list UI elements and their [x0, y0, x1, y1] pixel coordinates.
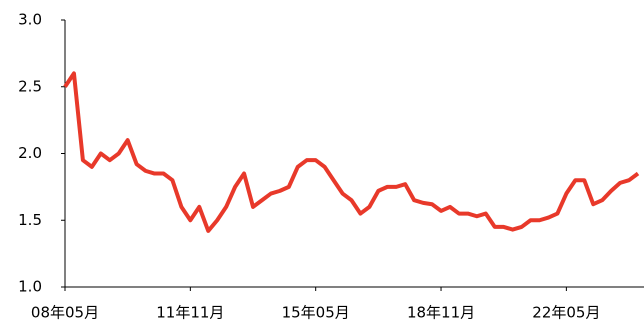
x-tick-label: 11年11月: [156, 304, 224, 322]
y-tick-label: 1.0: [18, 278, 42, 296]
y-tick-label: 1.5: [18, 211, 42, 229]
x-tick-label: 08年05月: [31, 304, 99, 322]
y-tick-label: 2.0: [18, 144, 42, 162]
series-line: [63, 71, 640, 233]
x-tick-label: 22年05月: [532, 304, 600, 322]
y-tick-label: 3.0: [18, 11, 42, 29]
x-tick-label: 18年11月: [407, 304, 475, 322]
y-tick-label: 2.5: [18, 77, 42, 95]
x-tick-label: 15年05月: [282, 304, 350, 322]
